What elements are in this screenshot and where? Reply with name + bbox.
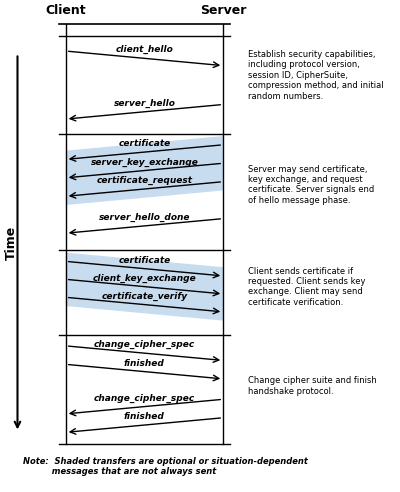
Polygon shape (66, 252, 223, 321)
Polygon shape (66, 136, 223, 205)
Text: Client: Client (46, 4, 86, 17)
Text: finished: finished (124, 412, 165, 421)
Text: Note:  Shaded transfers are optional or situation-dependent
          messages t: Note: Shaded transfers are optional or s… (23, 457, 308, 476)
Text: Server: Server (200, 4, 246, 17)
Text: Client sends certificate if
requested. Client sends key
exchange. Client may sen: Client sends certificate if requested. C… (248, 267, 366, 307)
Text: certificate: certificate (118, 256, 170, 265)
Text: server_hello: server_hello (114, 99, 176, 108)
Text: certificate: certificate (118, 139, 170, 148)
Text: finished: finished (124, 359, 165, 368)
Text: Establish security capabilities,
including protocol version,
session ID, CipherS: Establish security capabilities, includi… (248, 50, 384, 101)
Text: client_hello: client_hello (116, 45, 173, 55)
Text: Change cipher suite and finish
handshake protocol.: Change cipher suite and finish handshake… (248, 376, 377, 396)
Text: server_key_exchange: server_key_exchange (90, 157, 198, 167)
Text: certificate_request: certificate_request (96, 176, 192, 185)
Text: change_cipher_spec: change_cipher_spec (94, 394, 195, 402)
Text: server_hello_done: server_hello_done (99, 213, 190, 222)
Text: client_key_exchange: client_key_exchange (92, 274, 196, 283)
Text: Server may send certificate,
key exchange, and request
certificate. Server signa: Server may send certificate, key exchang… (248, 164, 374, 205)
Text: change_cipher_spec: change_cipher_spec (94, 340, 195, 349)
Text: Time: Time (5, 226, 18, 260)
Text: certificate_verify: certificate_verify (102, 292, 188, 301)
